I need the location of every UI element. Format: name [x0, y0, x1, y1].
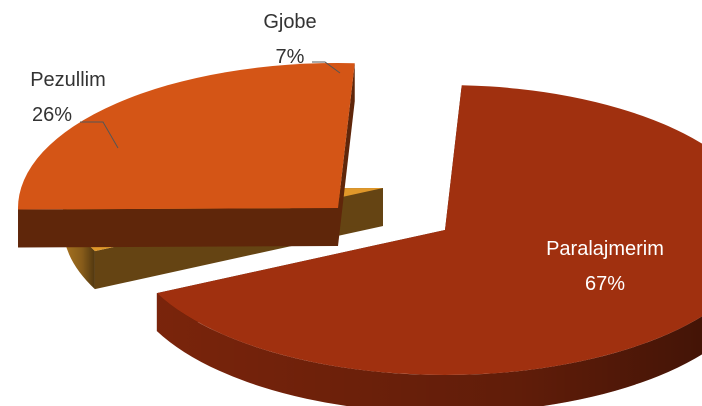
pie-labels: Paralajmerim 67% Gjobe 7% Pezullim 26% — [30, 11, 664, 295]
slice-label: Paralajmerim — [546, 238, 664, 260]
slice-label: Gjobe — [263, 11, 316, 33]
slice-value-label: 7% — [276, 46, 305, 68]
pie-slices — [18, 63, 702, 406]
slice-side-wall — [18, 208, 338, 248]
slice-wall-shading — [156, 293, 702, 406]
slice-label: Pezullim — [30, 69, 106, 91]
pie-slice-pezullim — [18, 63, 355, 248]
pie-slice-paralajmerim — [156, 85, 702, 406]
slice-top-face — [18, 63, 355, 210]
slice-value-label: 67% — [585, 273, 625, 295]
leader-line — [80, 121, 119, 149]
slice-top-face — [156, 85, 702, 375]
slice-side-wall — [338, 63, 355, 247]
slice-value-label: 26% — [32, 104, 72, 126]
leader-line — [312, 61, 341, 74]
